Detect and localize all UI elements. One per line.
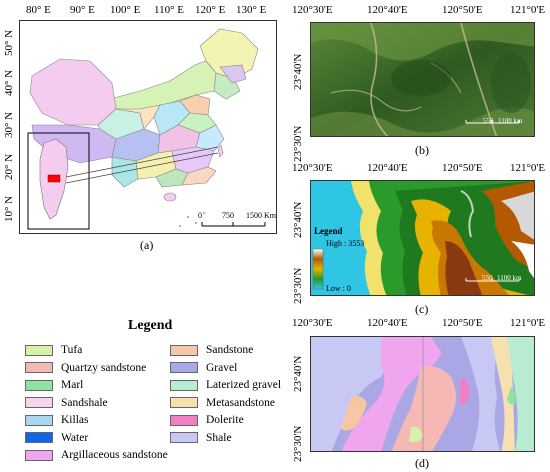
lat-label: 50° N: [3, 29, 15, 56]
legend-item: Sandshale: [25, 397, 108, 409]
lon-label: 80° E: [26, 4, 51, 16]
panel-label-b: (b): [415, 143, 429, 157]
legend-label: Laterized gravel: [206, 379, 282, 391]
legend-item: Shale: [170, 432, 232, 444]
china-map-svg: [27, 28, 266, 230]
legend-item: Laterized gravel: [170, 379, 281, 391]
lat-label: 40° N: [3, 69, 15, 96]
china-map-frame: [19, 20, 277, 234]
lon-label: 120°50'E: [442, 162, 483, 174]
legend-item: Argillaceous sandstone: [25, 449, 168, 461]
legend-swatch: [170, 379, 198, 391]
legend-swatch: [25, 344, 53, 356]
legend-item: Tufa: [25, 344, 82, 356]
lon-label: 121°0'E: [510, 4, 546, 16]
lat-label: 23°40'N: [292, 355, 304, 392]
lon-label: 120°30'E: [292, 4, 333, 16]
lon-label: 120°40'E: [367, 317, 408, 329]
legend-item: Water: [25, 432, 88, 444]
legend-label: Marl: [61, 379, 84, 391]
panel-label-d: (d): [415, 456, 429, 470]
legend-label: Tufa: [61, 344, 83, 356]
legend-label: Sandstone: [206, 344, 254, 356]
panel-label-c: (c): [415, 302, 429, 316]
lon-label: 120°40'E: [367, 4, 408, 16]
dem-legend-title: Legend: [314, 226, 343, 236]
lon-label: 110° E: [154, 4, 184, 16]
legend-label: Metasandstone: [206, 396, 275, 409]
legend-swatch: [25, 449, 53, 461]
lon-label: 90° E: [70, 4, 95, 16]
legend-item: Marl: [25, 379, 83, 391]
lon-label: 120°50'E: [442, 4, 483, 16]
lon-label: 121°0'E: [510, 317, 546, 329]
lon-label: 120°30'E: [292, 162, 333, 174]
legend-label: Quartzy sandstone: [61, 361, 147, 374]
lat-label: 20° N: [3, 153, 15, 180]
scale-end: 1100 km: [497, 274, 522, 282]
lon-label: 120°50'E: [442, 317, 483, 329]
scale-end: 1500 Km: [246, 211, 276, 220]
legend-item: Sandstone: [170, 344, 253, 356]
legend-swatch: [25, 432, 53, 443]
legend-item: Dolerite: [170, 414, 244, 426]
lon-label: 120°30'E: [292, 317, 333, 329]
lat-label: 23°40'N: [292, 53, 304, 90]
dem-high-label: High : 3553: [326, 239, 365, 248]
scale-end: 1100 km: [498, 117, 523, 125]
lon-label: 100° E: [110, 4, 141, 16]
legend-swatch: [170, 432, 198, 443]
legend-swatch: [170, 344, 198, 356]
dem-map: [310, 180, 535, 296]
scale-mid: 550: [483, 117, 494, 125]
legend-item: Gravel: [170, 362, 237, 374]
lat-label: 23°30'N: [292, 125, 304, 162]
lon-label: 120°40'E: [367, 162, 408, 174]
scale-mid: 750: [222, 211, 234, 220]
legend-title: Legend: [128, 318, 173, 333]
lat-label: 10° N: [3, 195, 15, 222]
legend-label: Shale: [206, 431, 232, 444]
legend-item: Killas: [25, 414, 88, 426]
scale-mid: 550: [482, 274, 493, 282]
dem-low-label: Low : 0: [326, 284, 351, 293]
legend-label: Sandshale: [61, 396, 108, 409]
geology-map: [310, 336, 535, 452]
lat-label: 30° N: [3, 111, 15, 138]
legend-item: Quartzy sandstone: [25, 362, 146, 374]
legend-swatch: [170, 362, 198, 373]
legend-label: Water: [61, 431, 89, 444]
legend-swatch: [170, 414, 198, 426]
legend-swatch: [170, 397, 198, 408]
lat-label: 23°40'N: [292, 201, 304, 238]
lat-label: 23°30'N: [292, 267, 304, 304]
legend-label: Gravel: [206, 361, 238, 374]
scale-zero: 0: [198, 211, 202, 220]
legend-swatch: [25, 397, 53, 408]
legend-swatch: [25, 414, 53, 426]
lon-label: 130° E: [236, 4, 267, 16]
lon-label: 120° E: [195, 4, 226, 16]
legend-label: Killas: [61, 414, 89, 426]
lon-label: 121°0'E: [510, 162, 546, 174]
legend-swatch: [25, 362, 53, 373]
legend-item: Metasandstone: [170, 397, 275, 409]
panel-label-a: (a): [140, 238, 154, 252]
legend-swatch: [25, 379, 53, 391]
satellite-image: [310, 22, 535, 137]
legend-label: Argillaceous sandstone: [61, 449, 168, 461]
legend-label: Dolerite: [206, 414, 244, 426]
lat-label: 23°30'N: [292, 425, 304, 462]
